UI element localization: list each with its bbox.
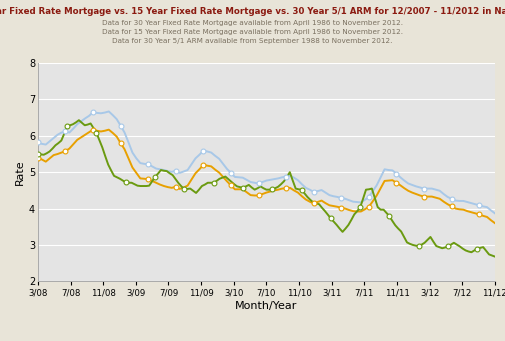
Y-axis label: Rate: Rate xyxy=(15,159,25,185)
Text: Data for 30 Year 5/1 ARM available from September 1988 to November 2012.: Data for 30 Year 5/1 ARM available from … xyxy=(112,38,393,44)
X-axis label: Month/Year: Month/Year xyxy=(235,301,297,311)
Text: Data for 15 Year Fixed Rate Mortgage available from April 1986 to November 2012.: Data for 15 Year Fixed Rate Mortgage ava… xyxy=(102,29,403,35)
Text: 30 Year Fixed Rate Mortgage vs. 15 Year Fixed Rate Mortgage vs. 30 Year 5/1 ARM : 30 Year Fixed Rate Mortgage vs. 15 Year … xyxy=(0,7,505,16)
Text: Data for 30 Year Fixed Rate Mortgage available from April 1986 to November 2012.: Data for 30 Year Fixed Rate Mortgage ava… xyxy=(102,20,403,27)
